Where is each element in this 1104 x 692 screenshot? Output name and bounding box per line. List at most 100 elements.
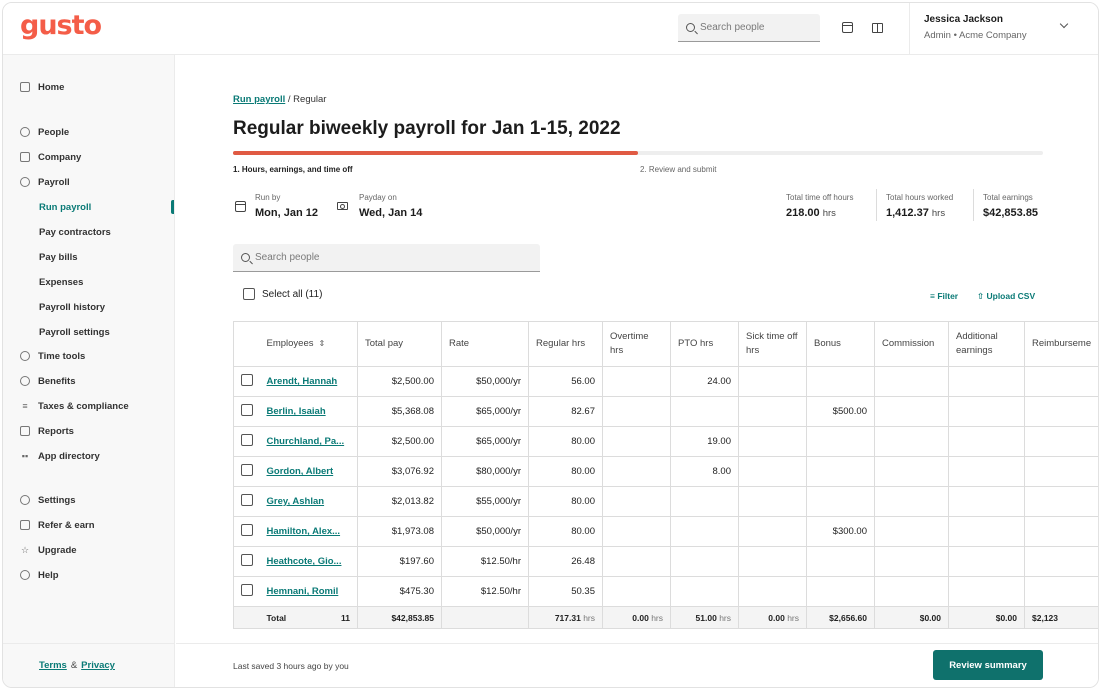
cell-regular[interactable]: 50.35 [528, 576, 603, 607]
sidebar-item-expenses[interactable]: Expenses [39, 276, 84, 288]
employee-link[interactable]: Hemnani, Romil [266, 586, 339, 597]
cell-sick[interactable] [738, 576, 807, 607]
row-checkbox[interactable] [241, 464, 253, 476]
cell-commission[interactable] [874, 456, 949, 487]
sidebar-item-refer[interactable]: Refer & earn [20, 517, 95, 533]
sidebar-item-home[interactable]: Home [20, 79, 64, 95]
sidebar-item-taxes[interactable]: ≡ Taxes & compliance [20, 398, 128, 414]
cell-pto[interactable] [670, 576, 739, 607]
cell-regular[interactable]: 26.48 [528, 546, 603, 577]
cell-regular[interactable]: 56.00 [528, 366, 603, 397]
select-all-checkbox[interactable]: Select all (11) [243, 288, 322, 300]
sidebar-item-app-directory[interactable]: ▪▪ App directory [20, 448, 100, 464]
cell-pto[interactable]: 24.00 [670, 366, 739, 397]
cell-regular[interactable]: 80.00 [528, 456, 603, 487]
terms-link[interactable]: Terms [39, 660, 67, 671]
employee-link[interactable]: Heathcote, Gio... [266, 556, 342, 567]
cell-additional[interactable] [948, 516, 1025, 547]
cell-pto[interactable] [670, 516, 739, 547]
cell-regular[interactable]: 80.00 [528, 516, 603, 547]
cell-commission[interactable] [874, 366, 949, 397]
sidebar-item-payroll-settings[interactable]: Payroll settings [39, 326, 110, 338]
cell-commission[interactable] [874, 576, 949, 607]
cell-bonus[interactable]: $500.00 [806, 396, 875, 427]
cell-additional[interactable] [948, 456, 1025, 487]
cell-commission[interactable] [874, 486, 949, 517]
review-summary-button[interactable]: Review summary [933, 650, 1043, 680]
cell-overtime[interactable] [602, 546, 671, 577]
cell-pto[interactable]: 19.00 [670, 426, 739, 457]
cell-commission[interactable] [874, 396, 949, 427]
cell-bonus[interactable] [806, 366, 875, 397]
row-checkbox[interactable] [241, 584, 253, 596]
employee-link[interactable]: Arendt, Hannah [266, 376, 338, 387]
upload-csv-button[interactable]: ⇧ Upload CSV [977, 291, 1035, 302]
sidebar-item-company[interactable]: Company [20, 149, 81, 165]
cell-sick[interactable] [738, 516, 807, 547]
cell-bonus[interactable] [806, 426, 875, 457]
cell-pto[interactable] [670, 546, 739, 577]
cell-reimb[interactable] [1024, 396, 1098, 427]
cell-bonus[interactable]: $300.00 [806, 516, 875, 547]
cell-sick[interactable] [738, 546, 807, 577]
privacy-link[interactable]: Privacy [81, 660, 115, 671]
row-checkbox[interactable] [241, 554, 253, 566]
user-name[interactable]: Jessica Jackson [924, 14, 1003, 25]
cell-sick[interactable] [738, 426, 807, 457]
cell-additional[interactable] [948, 426, 1025, 457]
cell-reimb[interactable] [1024, 486, 1098, 517]
sidebar-item-pay-bills[interactable]: Pay bills [39, 251, 78, 263]
sidebar-item-payroll-history[interactable]: Payroll history [39, 301, 105, 313]
employee-link[interactable]: Grey, Ashlan [266, 496, 325, 507]
col-employees[interactable]: Employees ⇕ [259, 321, 358, 367]
cell-additional[interactable] [948, 546, 1025, 577]
cell-pto[interactable] [670, 486, 739, 517]
cell-commission[interactable] [874, 426, 949, 457]
cell-reimb[interactable] [1024, 576, 1098, 607]
cell-regular[interactable]: 82.67 [528, 396, 603, 427]
global-search-input[interactable]: Search people [678, 14, 820, 42]
cell-commission[interactable] [874, 546, 949, 577]
sidebar-item-people[interactable]: People [20, 124, 69, 140]
sidebar-item-reports[interactable]: Reports [20, 423, 74, 439]
cell-overtime[interactable] [602, 486, 671, 517]
cell-additional[interactable] [948, 486, 1025, 517]
cell-additional[interactable] [948, 576, 1025, 607]
sidebar-item-run-payroll[interactable]: Run payroll [39, 201, 92, 213]
cell-bonus[interactable] [806, 486, 875, 517]
cell-bonus[interactable] [806, 546, 875, 577]
cell-regular[interactable]: 80.00 [528, 426, 603, 457]
row-checkbox[interactable] [241, 434, 253, 446]
cell-overtime[interactable] [602, 576, 671, 607]
cell-bonus[interactable] [806, 456, 875, 487]
cell-overtime[interactable] [602, 426, 671, 457]
cell-overtime[interactable] [602, 516, 671, 547]
employee-link[interactable]: Berlin, Isaiah [266, 406, 326, 417]
checkbox-icon[interactable] [243, 288, 255, 300]
gift-icon[interactable] [872, 23, 883, 33]
filter-button[interactable]: ≡ Filter [930, 291, 958, 301]
employee-link[interactable]: Churchland, Pa... [266, 436, 345, 447]
sidebar-item-pay-contractors[interactable]: Pay contractors [39, 226, 111, 238]
cell-bonus[interactable] [806, 576, 875, 607]
cell-sick[interactable] [738, 366, 807, 397]
row-checkbox[interactable] [241, 494, 253, 506]
row-checkbox[interactable] [241, 404, 253, 416]
gusto-logo[interactable]: gusto [20, 10, 102, 41]
sidebar-item-benefits[interactable]: Benefits [20, 373, 75, 389]
sidebar-item-settings[interactable]: Settings [20, 492, 75, 508]
cell-additional[interactable] [948, 396, 1025, 427]
calendar-icon[interactable] [842, 22, 853, 33]
cell-overtime[interactable] [602, 396, 671, 427]
cell-reimb[interactable] [1024, 366, 1098, 397]
cell-sick[interactable] [738, 486, 807, 517]
cell-pto[interactable] [670, 396, 739, 427]
cell-overtime[interactable] [602, 366, 671, 397]
cell-reimb[interactable] [1024, 426, 1098, 457]
cell-reimb[interactable] [1024, 546, 1098, 577]
cell-sick[interactable] [738, 396, 807, 427]
breadcrumb-run-payroll-link[interactable]: Run payroll [233, 94, 286, 105]
cell-pto[interactable]: 8.00 [670, 456, 739, 487]
employee-link[interactable]: Hamilton, Alex... [266, 526, 341, 537]
sort-icon[interactable]: ⇕ [318, 339, 326, 348]
